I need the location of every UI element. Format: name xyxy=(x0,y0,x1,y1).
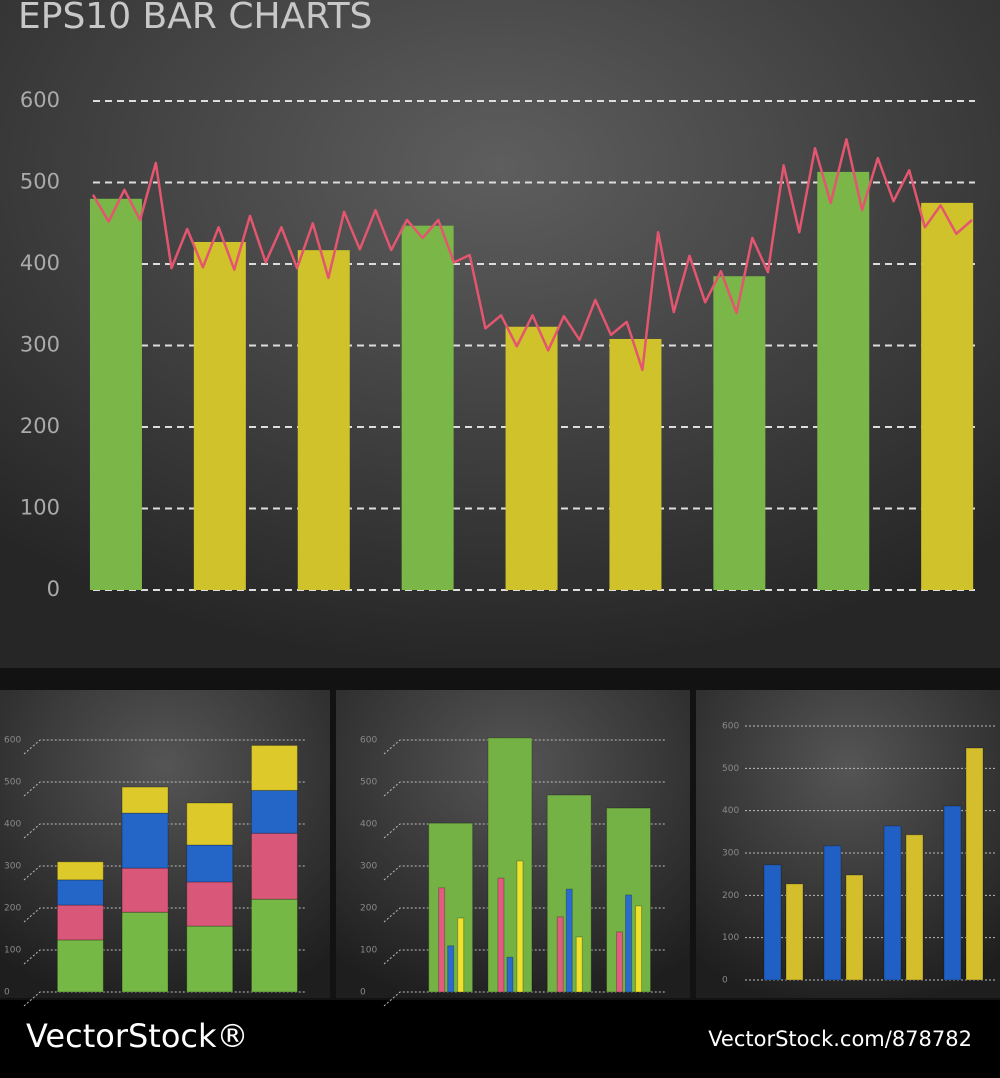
bar xyxy=(635,905,643,993)
bar xyxy=(905,834,924,981)
y-tick-label: 0 xyxy=(4,988,10,998)
bar xyxy=(186,881,234,927)
title: EPS10 BAR CHARTS xyxy=(18,0,372,37)
bar xyxy=(56,879,104,906)
grid-line xyxy=(23,781,305,797)
y-tick-label: 100 xyxy=(360,946,377,956)
y-tick-label: 100 xyxy=(4,946,21,956)
bar xyxy=(823,845,842,981)
bar xyxy=(438,887,446,993)
bar xyxy=(785,883,804,981)
y-tick-label: 500 xyxy=(20,170,60,194)
brand: VectorStock® xyxy=(26,1017,249,1055)
bar xyxy=(447,945,455,993)
bar xyxy=(121,786,169,814)
y-tick-label: 400 xyxy=(722,806,739,816)
bar xyxy=(506,956,514,993)
bar xyxy=(186,844,234,883)
y-tick-label: 600 xyxy=(722,722,739,732)
bar xyxy=(121,867,169,913)
bar xyxy=(186,925,234,993)
y-tick-label: 200 xyxy=(360,904,377,914)
bar xyxy=(121,812,169,869)
y-tick-label: 100 xyxy=(722,933,739,943)
y-tick-label: 200 xyxy=(722,891,739,901)
bar xyxy=(883,825,902,981)
y-tick-label: 300 xyxy=(4,862,21,872)
y-tick-label: 600 xyxy=(20,88,60,112)
bar xyxy=(817,171,870,590)
bar xyxy=(965,747,984,981)
bar xyxy=(943,805,962,981)
grid-line xyxy=(383,739,665,755)
bar xyxy=(516,860,524,993)
y-tick-label: 300 xyxy=(20,333,60,357)
y-tick-label: 400 xyxy=(4,820,21,830)
y-tick-label: 300 xyxy=(360,862,377,872)
y-tick-label: 300 xyxy=(722,849,739,859)
bar xyxy=(186,802,234,846)
grid-line xyxy=(383,781,665,797)
bar xyxy=(616,931,624,993)
y-tick-label: 0 xyxy=(47,577,60,601)
bar xyxy=(297,250,350,590)
y-tick-label: 600 xyxy=(4,736,21,746)
grid-line xyxy=(23,739,305,755)
y-tick-label: 500 xyxy=(360,778,377,788)
bar xyxy=(401,225,454,590)
bar xyxy=(250,789,298,834)
bar xyxy=(505,326,558,590)
bar xyxy=(487,737,533,993)
url: VectorStock.com/878782 xyxy=(708,1027,972,1051)
y-tick-label: 400 xyxy=(360,820,377,830)
bar xyxy=(250,898,298,993)
bar xyxy=(56,904,104,941)
bar xyxy=(763,864,782,981)
bar xyxy=(845,874,864,981)
bar xyxy=(575,936,583,993)
y-tick-label: 600 xyxy=(360,736,377,746)
y-tick-label: 100 xyxy=(20,496,60,520)
bar xyxy=(121,911,169,993)
line-series xyxy=(91,138,973,372)
y-tick-label: 500 xyxy=(4,778,21,788)
bar xyxy=(89,198,142,591)
bar xyxy=(625,894,633,993)
bar xyxy=(428,822,474,993)
y-tick-label: 0 xyxy=(722,976,728,986)
y-tick-label: 500 xyxy=(722,764,739,774)
y-tick-label: 200 xyxy=(20,414,60,438)
bar xyxy=(556,916,564,993)
bar xyxy=(250,744,298,791)
bar xyxy=(565,888,573,993)
y-tick-label: 400 xyxy=(20,251,60,275)
y-tick-label: 200 xyxy=(4,904,21,914)
bar xyxy=(497,877,505,993)
bar xyxy=(56,939,104,993)
bar xyxy=(713,276,766,590)
bar xyxy=(56,861,104,881)
bar xyxy=(193,241,246,590)
bar xyxy=(457,917,465,993)
y-tick-label: 0 xyxy=(360,988,366,998)
bar xyxy=(921,202,974,590)
bar xyxy=(609,338,662,590)
bar xyxy=(250,832,298,900)
